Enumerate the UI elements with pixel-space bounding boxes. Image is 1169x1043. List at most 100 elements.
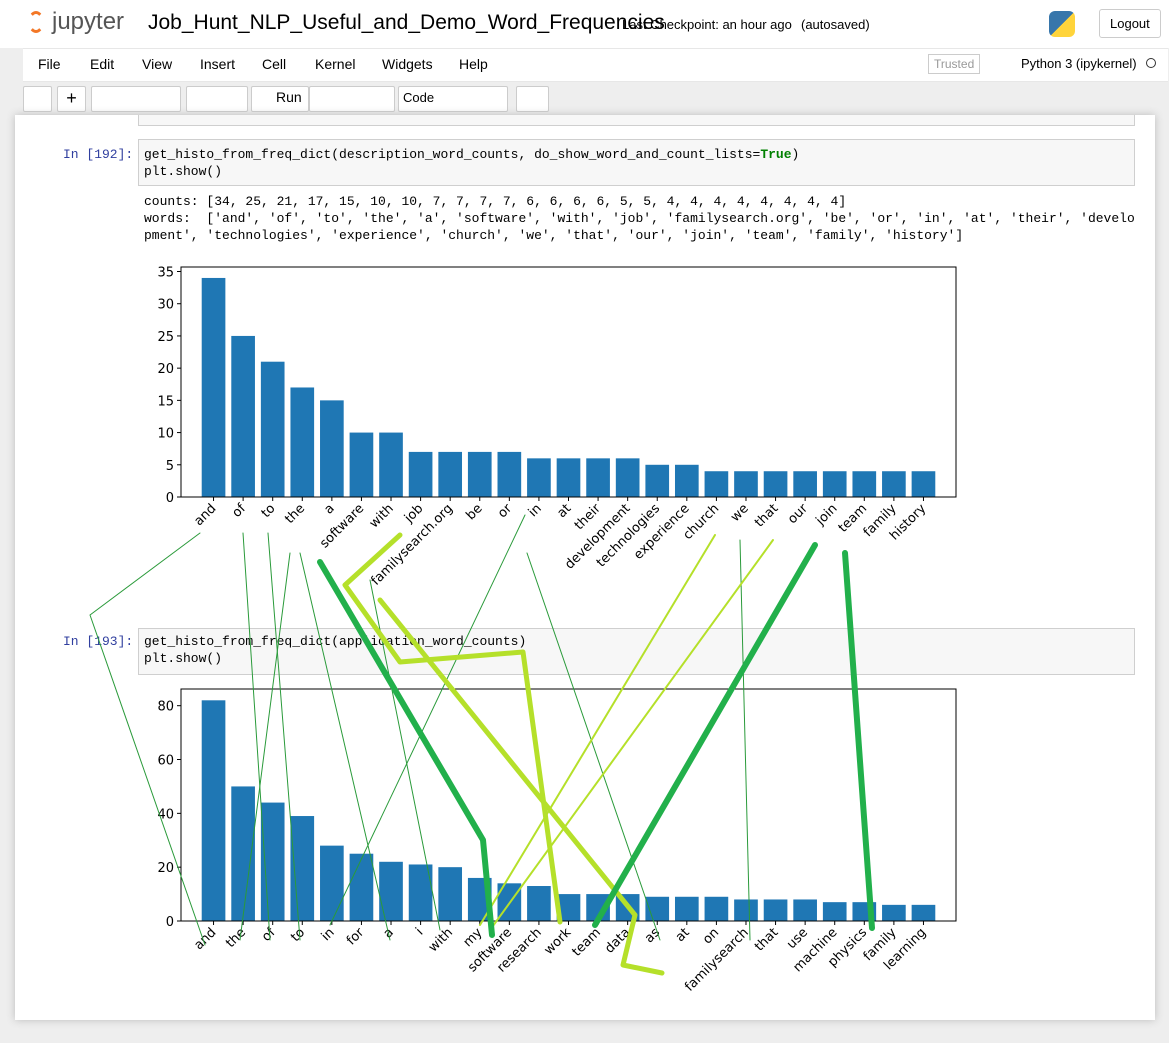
bar bbox=[882, 904, 906, 921]
x-tick-label: in bbox=[319, 925, 338, 944]
bar bbox=[349, 853, 374, 921]
annotation-stroke bbox=[342, 532, 563, 925]
bar bbox=[231, 786, 255, 921]
trusted[interactable]: Trusted bbox=[928, 54, 981, 74]
x-tick-label: on bbox=[700, 925, 722, 947]
x-tick-label: that bbox=[752, 925, 781, 954]
annotation-stroke bbox=[89, 532, 206, 946]
bar bbox=[911, 471, 936, 497]
menu-item[interactable]: Cell bbox=[262, 56, 287, 72]
move-buttons[interactable] bbox=[186, 86, 248, 112]
logo: jupyter bbox=[52, 8, 125, 35]
bar bbox=[467, 451, 492, 497]
bar bbox=[674, 464, 699, 497]
bar bbox=[734, 899, 758, 921]
bar bbox=[349, 432, 374, 497]
code-cell[interactable] bbox=[138, 139, 1135, 186]
y-tick-label: 0 bbox=[166, 491, 174, 506]
bar bbox=[674, 896, 699, 921]
x-tick-label: with bbox=[426, 925, 456, 955]
annotation-stroke bbox=[489, 539, 774, 931]
y-tick-label: 40 bbox=[157, 807, 174, 822]
bar bbox=[882, 471, 906, 497]
bar bbox=[201, 277, 226, 497]
notebook-title[interactable]: Job_Hunt_NLP_Useful_and_Demo_Word_Freque… bbox=[148, 11, 665, 34]
bar bbox=[379, 861, 403, 921]
checkpoint: Last Checkpoint: an hour ago bbox=[622, 17, 792, 32]
insert-button[interactable]: + bbox=[57, 86, 86, 112]
bar bbox=[704, 896, 729, 921]
annotation-stroke bbox=[377, 597, 665, 976]
y-tick-label: 20 bbox=[157, 362, 174, 377]
kernel-indicator bbox=[1146, 58, 1156, 68]
control-buttons[interactable] bbox=[309, 86, 395, 112]
axes-frame bbox=[180, 266, 957, 498]
cell-type-select[interactable] bbox=[398, 86, 508, 112]
menu-item[interactable]: Kernel bbox=[315, 56, 356, 72]
bar bbox=[645, 464, 670, 497]
bar bbox=[260, 361, 285, 497]
python-logo bbox=[1049, 11, 1075, 37]
save-button[interactable] bbox=[23, 86, 52, 112]
x-tick-label: the bbox=[282, 501, 308, 527]
code-line: plt.show() bbox=[144, 164, 223, 179]
cut-copy-paste[interactable] bbox=[91, 86, 181, 112]
x-tick-label: we bbox=[728, 501, 752, 525]
output-line: counts: [34, 25, 21, 17, 15, 10, 10, 7, … bbox=[144, 194, 847, 209]
bar bbox=[408, 864, 433, 921]
bar bbox=[438, 867, 463, 921]
x-tick-label: with bbox=[367, 501, 397, 531]
annotation-stroke bbox=[329, 514, 526, 926]
menu-item[interactable]: Edit bbox=[90, 56, 115, 72]
bar bbox=[290, 387, 315, 497]
annotation-stroke bbox=[526, 552, 661, 941]
bar bbox=[822, 902, 847, 921]
y-tick-label: 10 bbox=[157, 427, 174, 442]
y-tick-label: 0 bbox=[166, 915, 174, 930]
menu-item[interactable]: File bbox=[38, 56, 61, 72]
annotation-stroke bbox=[592, 542, 818, 928]
bar bbox=[408, 451, 433, 497]
logout-button[interactable]: Logout bbox=[1099, 9, 1161, 38]
bar bbox=[852, 471, 877, 497]
x-tick-label: our bbox=[785, 501, 811, 527]
y-tick-label: 20 bbox=[157, 861, 174, 876]
x-tick-label: to bbox=[259, 501, 279, 521]
header-bar bbox=[0, 0, 1169, 48]
x-tick-label: of bbox=[229, 501, 249, 521]
keyword: True bbox=[760, 147, 792, 162]
run-label: Run bbox=[276, 89, 302, 105]
y-tick-label: 25 bbox=[157, 330, 174, 345]
x-tick-label: the bbox=[223, 925, 249, 951]
bar bbox=[231, 335, 255, 497]
bar bbox=[320, 400, 344, 497]
x-tick-label: in bbox=[526, 501, 545, 520]
cell-type: Code bbox=[403, 90, 435, 105]
run-button[interactable] bbox=[251, 86, 309, 112]
prompt: In [192]: bbox=[63, 147, 134, 162]
kernel-name: Python 3 (ipykernel) bbox=[1021, 56, 1137, 71]
menu-item[interactable]: View bbox=[142, 56, 173, 72]
bar bbox=[793, 471, 817, 497]
menu-item[interactable]: Help bbox=[459, 56, 488, 72]
code-line: get_histo_from_freq_dict(description_wor… bbox=[144, 147, 799, 162]
y-tick-label: 30 bbox=[157, 298, 174, 313]
bar bbox=[379, 432, 403, 497]
x-tick-label: at bbox=[673, 925, 693, 945]
bar bbox=[201, 700, 226, 921]
axes-frame bbox=[180, 688, 957, 922]
bar bbox=[822, 471, 847, 497]
x-tick-label: that bbox=[752, 501, 781, 530]
keyboard-button[interactable] bbox=[516, 86, 549, 112]
y-tick-label: 80 bbox=[157, 700, 174, 715]
bar bbox=[527, 886, 551, 921]
x-tick-label: i bbox=[413, 925, 426, 938]
menu-item[interactable]: Insert bbox=[200, 56, 236, 72]
annotation-stroke bbox=[239, 552, 291, 941]
menu-item[interactable]: Widgets bbox=[382, 56, 433, 72]
x-tick-label: at bbox=[554, 501, 574, 521]
code-line: get_histo_from_freq_dict(application_wor… bbox=[144, 634, 527, 649]
bar bbox=[320, 845, 344, 921]
autosaved: (autosaved) bbox=[801, 17, 870, 32]
